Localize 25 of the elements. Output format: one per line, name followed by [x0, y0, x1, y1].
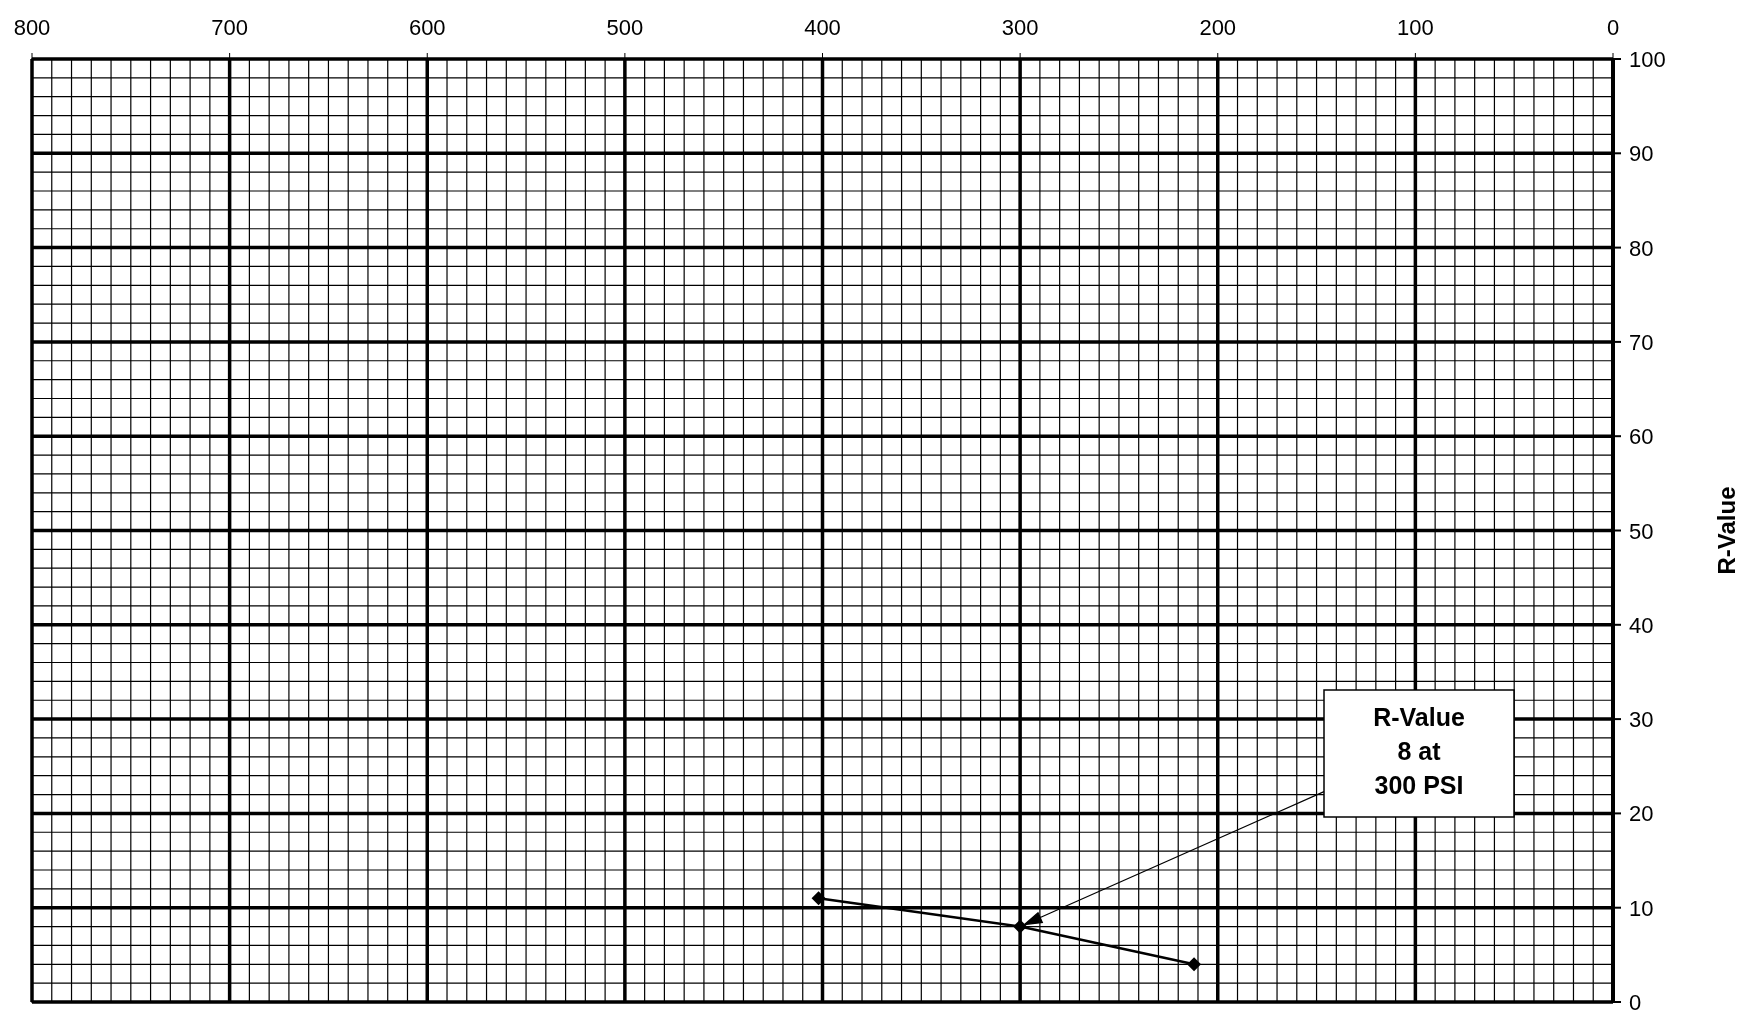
- annotation: R-Value 8 at 300 PSI: [1373, 703, 1465, 799]
- x-tick-label: 800: [13, 15, 51, 40]
- y-axis-title: R-Value: [1713, 486, 1740, 575]
- x-tick-label: 500: [606, 15, 644, 40]
- y-tick-label: 30: [1629, 707, 1654, 733]
- y-tick-label: 90: [1629, 141, 1654, 167]
- x-tick-label: 0: [1606, 15, 1620, 40]
- y-tick-label: 70: [1629, 329, 1654, 355]
- x-tick-label: 200: [1199, 15, 1237, 40]
- x-tick-label: 700: [211, 15, 248, 40]
- y-tick-label: 60: [1629, 424, 1654, 450]
- y-tick-label: 40: [1629, 612, 1654, 638]
- y-tick-label: 0: [1629, 990, 1642, 1010]
- point: [1187, 957, 1202, 972]
- x-tick-label: 300: [1001, 15, 1039, 40]
- y-tick-label: 50: [1629, 518, 1654, 544]
- x-tick-label: 100: [1397, 15, 1434, 40]
- point: [811, 891, 826, 906]
- y-tick-label: 10: [1629, 895, 1654, 921]
- x-tick-label: 600: [408, 15, 446, 40]
- y-tick-label: 20: [1629, 801, 1654, 827]
- x-tick-label: 400: [804, 15, 841, 40]
- y-tick-label: 80: [1629, 235, 1654, 261]
- point: [1013, 919, 1028, 934]
- y-tick-label: 100: [1629, 47, 1666, 72]
